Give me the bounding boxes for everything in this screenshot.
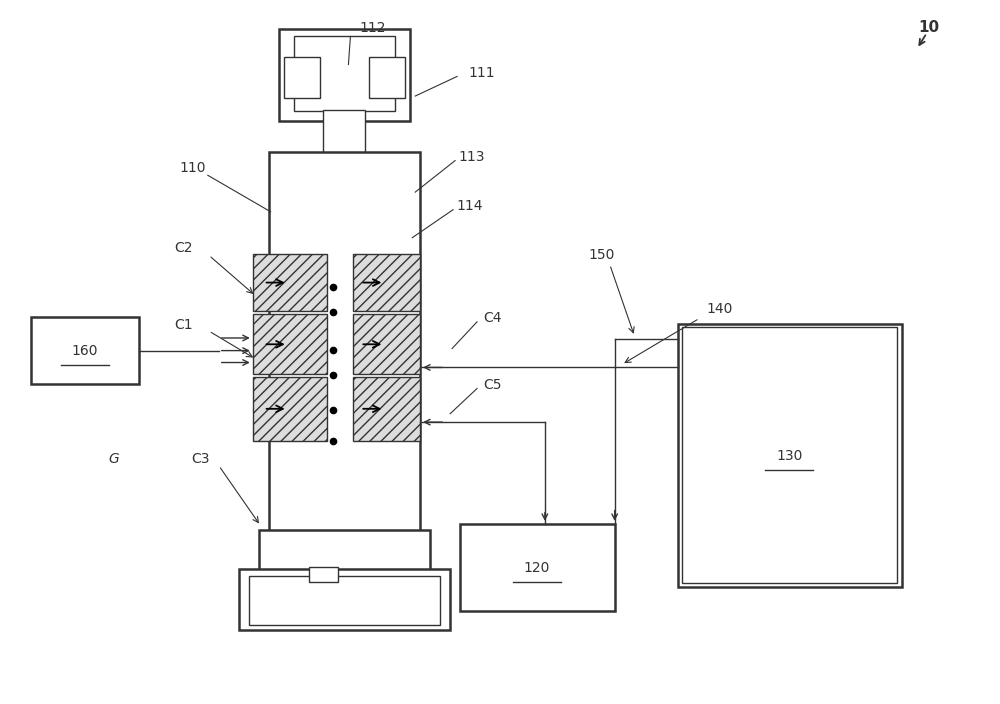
Bar [294, 36, 395, 111]
Text: C3: C3 [192, 451, 210, 465]
Text: C5: C5 [483, 378, 501, 392]
Bar [253, 254, 327, 311]
Text: 150: 150 [589, 249, 615, 262]
Text: C2: C2 [175, 241, 193, 256]
Bar [239, 569, 450, 630]
Text: 120: 120 [524, 561, 550, 575]
Bar [682, 327, 897, 584]
Text: 130: 130 [776, 448, 802, 463]
Text: 160: 160 [72, 344, 98, 358]
Text: 10: 10 [918, 20, 939, 34]
Text: C4: C4 [483, 311, 501, 325]
Bar [323, 110, 365, 580]
Bar [269, 152, 420, 531]
Bar [253, 377, 327, 441]
Text: 112: 112 [359, 21, 386, 35]
Bar [249, 576, 440, 624]
Bar [279, 30, 410, 120]
Bar [31, 317, 139, 384]
Bar [259, 530, 430, 571]
Bar [353, 254, 420, 311]
Text: C1: C1 [175, 318, 193, 332]
Bar [678, 324, 902, 587]
Bar [353, 314, 420, 375]
Bar [353, 377, 420, 441]
Text: 111: 111 [469, 66, 495, 80]
Bar [253, 314, 327, 375]
Text: 113: 113 [459, 150, 485, 164]
Bar [369, 58, 405, 98]
Text: 110: 110 [180, 161, 206, 175]
Text: 140: 140 [706, 301, 733, 315]
Text: 114: 114 [457, 199, 483, 213]
Bar [460, 524, 615, 612]
Bar [284, 58, 320, 98]
Text: G: G [109, 451, 119, 465]
Bar [309, 567, 338, 582]
